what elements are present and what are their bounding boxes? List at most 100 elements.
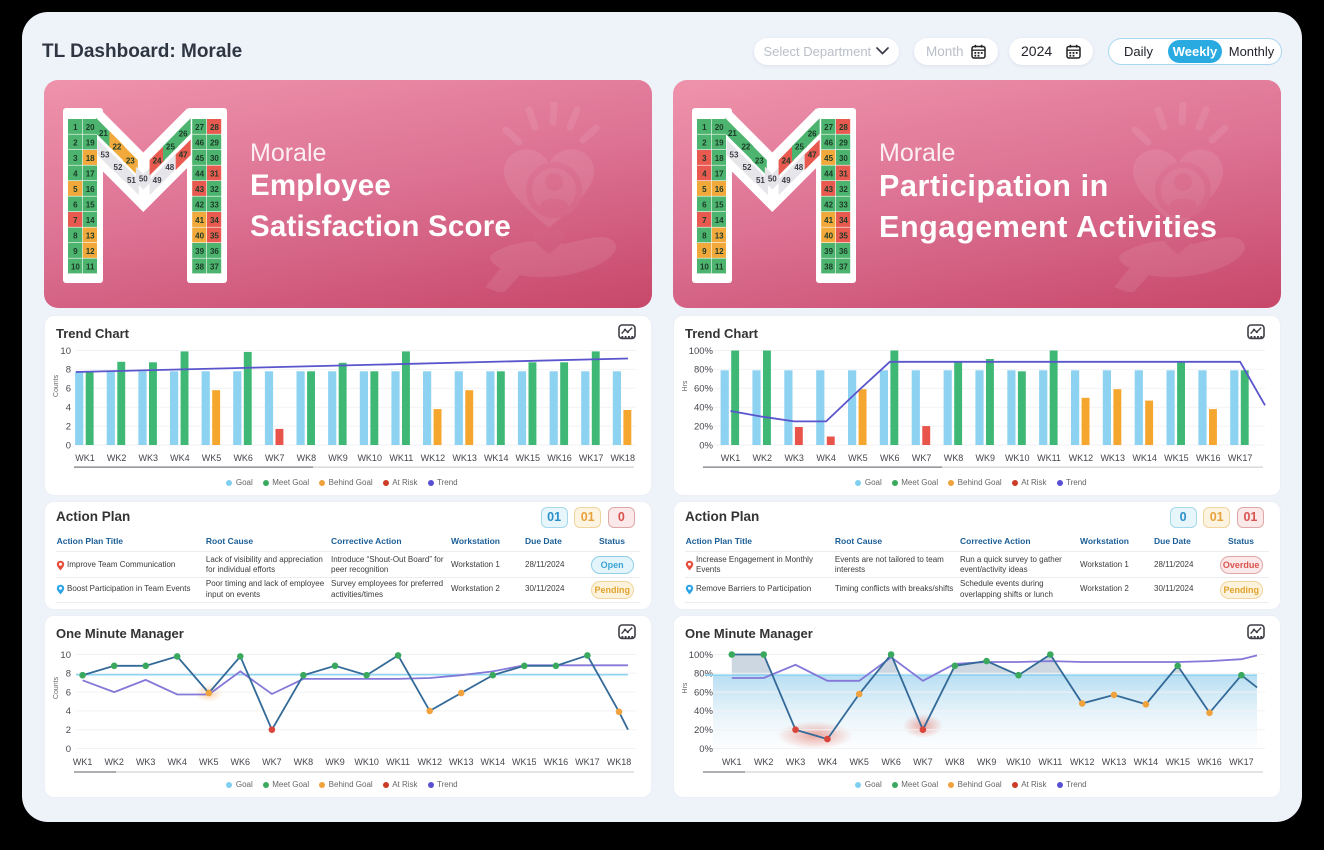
- svg-text:49: 49: [782, 176, 791, 185]
- svg-text:WK5: WK5: [848, 453, 868, 463]
- svg-text:15: 15: [86, 201, 95, 210]
- svg-text:16: 16: [715, 185, 724, 194]
- svg-text:4: 4: [66, 706, 71, 717]
- svg-text:WK3: WK3: [139, 453, 159, 463]
- svg-text:0: 0: [66, 744, 71, 755]
- svg-text:WK3: WK3: [136, 757, 156, 767]
- svg-text:19: 19: [86, 139, 95, 148]
- svg-text:42: 42: [195, 201, 204, 210]
- svg-text:1: 1: [73, 123, 78, 132]
- svg-text:WK1: WK1: [722, 757, 742, 767]
- svg-text:29: 29: [210, 139, 219, 148]
- svg-text:26: 26: [808, 130, 817, 139]
- svg-text:53: 53: [730, 151, 739, 160]
- svg-text:WK13: WK13: [1102, 757, 1127, 767]
- svg-text:WK12: WK12: [421, 453, 446, 463]
- svg-text:10: 10: [700, 263, 709, 272]
- svg-text:20%: 20%: [694, 421, 714, 432]
- svg-text:36: 36: [839, 247, 848, 256]
- svg-text:34: 34: [210, 216, 219, 225]
- svg-text:WK10: WK10: [354, 757, 379, 767]
- svg-text:WK17: WK17: [1228, 453, 1253, 463]
- svg-text:6: 6: [66, 384, 71, 395]
- svg-text:22: 22: [112, 142, 121, 151]
- svg-text:WK6: WK6: [881, 757, 901, 767]
- svg-text:52: 52: [743, 163, 752, 172]
- svg-text:WK9: WK9: [328, 453, 348, 463]
- svg-text:21: 21: [728, 129, 737, 138]
- svg-text:WK3: WK3: [786, 757, 806, 767]
- svg-text:WK18: WK18: [607, 757, 632, 767]
- svg-text:8: 8: [66, 365, 71, 376]
- svg-text:47: 47: [179, 151, 188, 160]
- svg-text:33: 33: [210, 201, 219, 210]
- svg-text:WK4: WK4: [816, 453, 836, 463]
- svg-text:4: 4: [73, 170, 78, 179]
- svg-text:17: 17: [86, 170, 95, 179]
- svg-text:WK12: WK12: [417, 757, 442, 767]
- svg-text:7: 7: [702, 216, 707, 225]
- svg-text:WK7: WK7: [265, 453, 285, 463]
- svg-text:50: 50: [768, 174, 777, 183]
- svg-text:39: 39: [824, 247, 833, 256]
- svg-text:52: 52: [114, 163, 123, 172]
- svg-text:24: 24: [782, 156, 791, 165]
- svg-text:WK12: WK12: [1069, 453, 1094, 463]
- svg-text:41: 41: [195, 216, 204, 225]
- svg-text:8: 8: [702, 232, 707, 241]
- svg-text:100%: 100%: [689, 650, 714, 661]
- svg-text:12: 12: [86, 247, 95, 256]
- svg-text:60%: 60%: [694, 687, 714, 698]
- svg-text:0: 0: [66, 440, 71, 451]
- svg-text:11: 11: [715, 263, 724, 272]
- svg-text:WK2: WK2: [753, 453, 773, 463]
- svg-text:WK8: WK8: [297, 453, 317, 463]
- svg-text:WK7: WK7: [262, 757, 282, 767]
- svg-text:38: 38: [824, 263, 833, 272]
- svg-text:WK1: WK1: [721, 453, 741, 463]
- svg-text:WK4: WK4: [170, 453, 190, 463]
- svg-text:0%: 0%: [699, 744, 713, 755]
- svg-text:6: 6: [73, 201, 78, 210]
- svg-text:WK9: WK9: [976, 453, 996, 463]
- svg-text:16: 16: [86, 185, 95, 194]
- svg-text:31: 31: [839, 170, 848, 179]
- svg-text:2: 2: [66, 725, 71, 736]
- svg-text:46: 46: [195, 139, 204, 148]
- svg-text:8: 8: [66, 669, 71, 680]
- svg-text:41: 41: [824, 216, 833, 225]
- svg-text:40: 40: [195, 232, 204, 241]
- svg-text:WK14: WK14: [484, 453, 509, 463]
- svg-text:9: 9: [702, 247, 707, 256]
- svg-text:35: 35: [839, 232, 848, 241]
- svg-text:14: 14: [715, 216, 724, 225]
- svg-text:49: 49: [153, 176, 162, 185]
- svg-text:32: 32: [839, 185, 848, 194]
- svg-text:2: 2: [73, 139, 78, 148]
- svg-text:5: 5: [73, 185, 78, 194]
- svg-text:WK2: WK2: [754, 757, 774, 767]
- svg-text:100%: 100%: [689, 346, 714, 357]
- svg-text:WK15: WK15: [1165, 757, 1190, 767]
- svg-text:1: 1: [702, 123, 707, 132]
- svg-text:20: 20: [86, 123, 95, 132]
- svg-text:WK7: WK7: [912, 453, 932, 463]
- svg-text:WK1: WK1: [75, 453, 95, 463]
- svg-text:WK5: WK5: [849, 757, 869, 767]
- svg-text:WK2: WK2: [107, 453, 127, 463]
- svg-text:80%: 80%: [694, 365, 714, 376]
- svg-text:44: 44: [195, 170, 204, 179]
- svg-text:10: 10: [60, 346, 71, 357]
- svg-text:43: 43: [824, 185, 833, 194]
- svg-text:WK11: WK11: [389, 453, 413, 463]
- svg-text:51: 51: [127, 176, 136, 185]
- svg-text:3: 3: [702, 154, 707, 163]
- svg-text:9: 9: [73, 247, 78, 256]
- svg-text:26: 26: [179, 130, 188, 139]
- svg-text:27: 27: [824, 123, 833, 132]
- svg-text:WK5: WK5: [202, 453, 222, 463]
- svg-text:17: 17: [715, 170, 724, 179]
- svg-text:40%: 40%: [694, 706, 714, 717]
- svg-text:WK6: WK6: [880, 453, 900, 463]
- svg-text:30: 30: [839, 154, 848, 163]
